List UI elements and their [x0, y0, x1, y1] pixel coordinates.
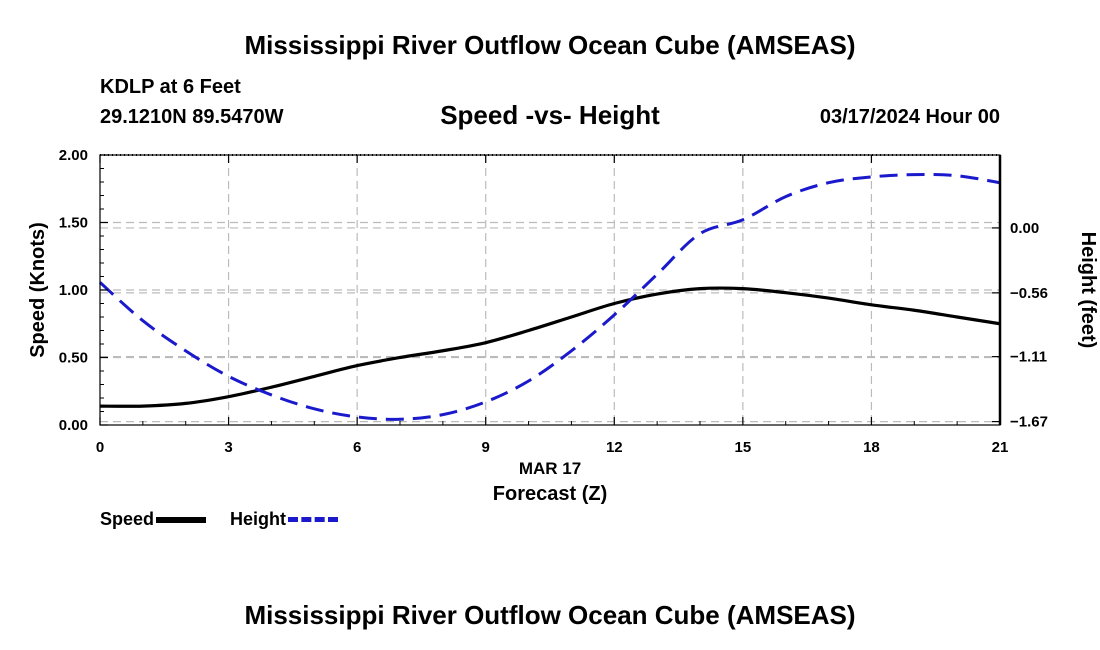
x-tick-label: 9: [482, 439, 490, 456]
legend-speed: Speed: [100, 509, 207, 530]
grid: [100, 155, 1000, 425]
x-tick-label: 15: [735, 439, 752, 456]
series-layer: [99, 172, 1001, 421]
series-line-height: [99, 172, 1001, 421]
y2-tick-label: −1.67: [1010, 414, 1048, 431]
y2-tick-label: −0.56: [1010, 285, 1048, 302]
footer-title: Mississippi River Outflow Ocean Cube (AM…: [244, 600, 856, 630]
legend-height: Height: [230, 509, 338, 530]
legend-height-swatch: [288, 517, 338, 522]
chart-title: Mississippi River Outflow Ocean Cube (AM…: [244, 30, 856, 60]
x-tick-label: 0: [96, 439, 104, 456]
x-axis-date: MAR 17: [519, 459, 581, 478]
y2-tick-label: −1.11: [1010, 349, 1047, 366]
legend-height-label: Height: [230, 509, 286, 529]
y-tick-label: 2.00: [59, 147, 88, 164]
chart-subtitle: Speed -vs- Height: [440, 100, 660, 130]
x-tick-label: 18: [863, 439, 880, 456]
x-tick-label: 3: [224, 439, 232, 456]
station-label: KDLP at 6 Feet: [100, 76, 241, 98]
y-tick-label: 1.50: [59, 215, 88, 232]
y-tick-label: 1.00: [59, 282, 88, 299]
y-axis-title: Speed (Knots): [27, 222, 49, 358]
legend-speed-label: Speed: [100, 509, 155, 529]
x-tick-label: 12: [606, 439, 623, 456]
x-axis-title: Forecast (Z): [493, 483, 607, 505]
y-tick-label: 0.50: [59, 350, 88, 367]
series-line-speed: [99, 286, 1001, 408]
forecast-datetime: 03/17/2024 Hour 00: [819, 106, 1000, 128]
x-tick-label: 6: [353, 439, 361, 456]
y2-axis-title: Height (feet): [1077, 232, 1099, 349]
axes: 0 3 6 9 12 15 18 21 0.00 0.50 1.00 1.50 2.00 0.00 −0.5…: [27, 147, 1099, 505]
y2-tick-label: 0.00: [1010, 220, 1039, 237]
station-coordinates: 29.1210N 89.5470W: [100, 106, 284, 128]
x-tick-label: 21: [992, 439, 1009, 456]
legend-speed-swatch: [156, 516, 207, 523]
y-tick-label: 0.00: [59, 417, 88, 434]
